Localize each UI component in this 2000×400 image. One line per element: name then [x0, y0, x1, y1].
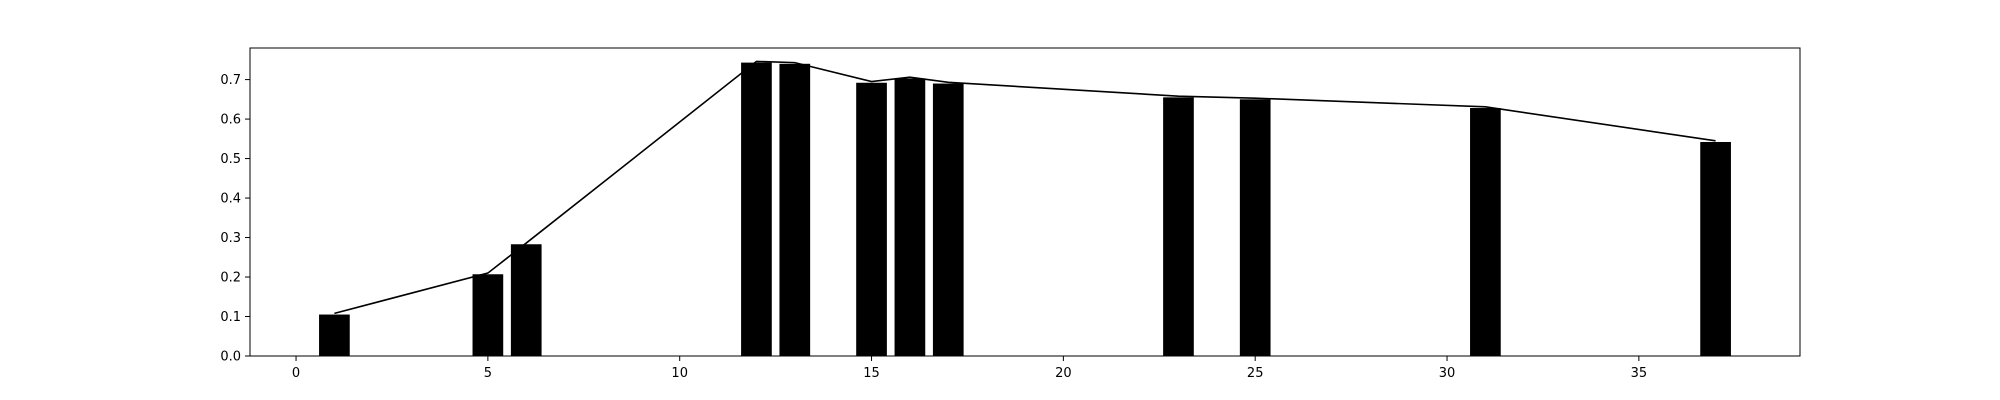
y-tick-label: 0.5 [220, 152, 241, 167]
y-tick-label: 0.0 [220, 350, 241, 365]
x-axis: 0 5 10 15 20 25 30 35 [292, 356, 1647, 381]
bars-layer [319, 62, 1731, 357]
y-tick-label: 0.6 [220, 113, 241, 128]
x-tick-label: 35 [1631, 366, 1648, 381]
plot-frame [249, 47, 1801, 357]
bar [856, 82, 887, 356]
bar [472, 274, 504, 356]
bar [741, 62, 772, 356]
bar [510, 244, 542, 356]
x-tick-label: 10 [671, 366, 688, 381]
bar [932, 83, 964, 357]
bar [1163, 97, 1194, 356]
bar [1700, 141, 1731, 356]
x-tick-label: 25 [1247, 366, 1264, 381]
x-tick-label: 0 [292, 366, 300, 381]
line-layer [334, 60, 1716, 315]
y-axis: 0.0 0.1 0.2 0.3 0.4 0.5 0.6 0.7 [220, 73, 250, 365]
y-tick-label: 0.2 [220, 271, 241, 286]
y-tick-label: 0.1 [220, 310, 241, 325]
axes-layer [249, 47, 1801, 357]
x-tick-label: 20 [1055, 366, 1072, 381]
bar [1239, 99, 1271, 356]
bar [779, 63, 811, 357]
x-tick-label: 15 [863, 366, 880, 381]
y-tick-label: 0.4 [220, 192, 241, 207]
bar [1470, 108, 1501, 357]
series-line [334, 60, 1716, 315]
bar [894, 78, 926, 357]
bar [319, 314, 350, 356]
x-tick-label: 30 [1439, 366, 1456, 381]
x-tick-label: 5 [484, 366, 492, 381]
y-tick-label: 0.3 [220, 231, 241, 246]
y-tick-label: 0.7 [220, 73, 241, 88]
